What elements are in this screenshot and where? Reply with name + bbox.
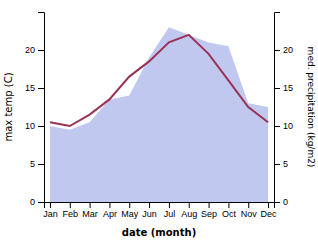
tick-mark (228, 202, 229, 208)
tick-mark (268, 202, 269, 208)
tick-label: 5 (30, 159, 35, 169)
tick: Apr (103, 202, 117, 219)
tick: 0 (274, 197, 288, 207)
tick-label: Dec (261, 209, 278, 219)
tick: Aug (181, 202, 197, 219)
axis-line (38, 13, 45, 203)
tick: Oct (222, 202, 237, 219)
tick: 0 (30, 197, 44, 207)
tick-label: 0 (283, 197, 288, 207)
chart: Jan FebMar Apr MayJun Jul Aug Sep Oct NovDec 0 5 10… (0, 0, 318, 242)
tick: 15 (274, 83, 293, 93)
tick: 20 (274, 45, 293, 55)
tick-mark (38, 50, 44, 51)
tick-label: Jan (43, 209, 58, 219)
tick-mark (274, 164, 280, 165)
tick-label: Jul (164, 209, 176, 219)
tick-label: Aug (181, 209, 197, 219)
tick: Jan (43, 202, 58, 219)
tick-mark (38, 164, 44, 165)
tick-label: 15 (283, 83, 293, 93)
tick-label: Oct (222, 209, 237, 219)
tick-label: 5 (283, 159, 288, 169)
tick-mark (109, 202, 110, 208)
y-axis: 0 5 10 15 20 (25, 13, 45, 208)
tick-mark (90, 202, 91, 208)
axis-line (275, 13, 281, 203)
tick-label: 0 (30, 197, 35, 207)
tick-mark (70, 202, 71, 208)
axis-line (45, 203, 275, 209)
tick-mark (169, 202, 170, 208)
tick-mark (50, 202, 51, 208)
tick: Nov (241, 202, 258, 219)
tick: Feb (63, 202, 79, 219)
line (50, 35, 268, 126)
tick-mark (38, 126, 44, 127)
tick: Jul (164, 202, 176, 219)
tick: May (121, 202, 139, 219)
tick: 10 (25, 121, 44, 131)
plot: Jan FebMar Apr MayJun Jul Aug Sep Oct NovDec 0 5 10… (25, 13, 293, 220)
tick-label: Jun (142, 209, 157, 219)
y2-axis-title: med. precipitation (kg/m2) (306, 47, 316, 168)
tick-mark (189, 202, 190, 208)
tick-label: 10 (25, 121, 35, 131)
tick-label: May (121, 209, 139, 219)
tick-mark (274, 88, 280, 89)
tick-label: Mar (82, 209, 98, 219)
tick-mark (38, 202, 44, 203)
tick: 15 (25, 83, 44, 93)
tick-mark (274, 202, 280, 203)
tick: Mar (82, 202, 98, 219)
tick-label: 20 (25, 45, 35, 55)
tick: 10 (274, 121, 293, 131)
tick-label: Feb (63, 209, 79, 219)
y2-axis: 0 5 10 15 20 (274, 13, 293, 208)
tick-label: Nov (241, 209, 258, 219)
x-axis-title: date (month) (122, 227, 196, 238)
tick-label: 15 (25, 83, 35, 93)
tick: 5 (30, 159, 44, 169)
tick-mark (209, 202, 210, 208)
tick-mark (38, 88, 44, 89)
tick-mark (274, 126, 280, 127)
tick-label: 10 (283, 121, 293, 131)
tick-mark (129, 202, 130, 208)
tick: Dec (261, 202, 278, 219)
x-axis: Jan FebMar Apr MayJun Jul Aug Sep Oct NovDec (43, 202, 277, 219)
tick: 5 (274, 159, 288, 169)
marks (50, 27, 268, 202)
tick-mark (274, 50, 280, 51)
tick-label: 20 (283, 45, 293, 55)
tick-label: Sep (201, 209, 217, 219)
tick: Jun (142, 202, 157, 219)
tick-mark (149, 202, 150, 208)
area (50, 27, 268, 202)
tick-label: Apr (103, 209, 117, 219)
tick-mark (248, 202, 249, 208)
y-axis-title: max temp (C) (3, 72, 14, 141)
tick: Sep (201, 202, 217, 219)
tick: 20 (25, 45, 44, 55)
